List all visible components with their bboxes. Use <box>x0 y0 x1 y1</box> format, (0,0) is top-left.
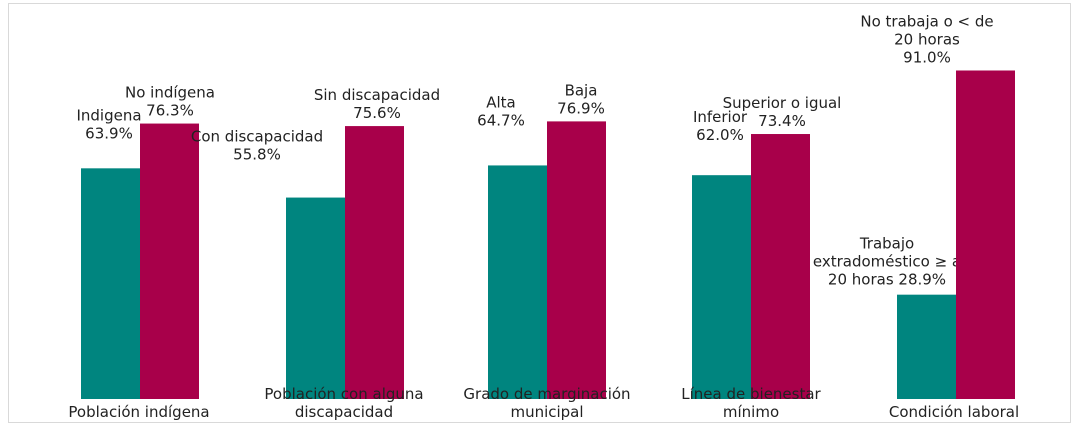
category-label-line: Grado de marginación <box>463 385 630 403</box>
data-label-2-2: Sin discapacidad 75.6% <box>314 86 440 122</box>
data-label-line: 55.8% <box>233 146 281 164</box>
data-label-line: 75.6% <box>353 104 401 122</box>
data-label-line: 20 horas <box>894 30 960 48</box>
bar-chart: Indigena 63.9%No indígena 76.3%Con discapa… <box>68 12 1019 421</box>
data-label-line: 64.7% <box>477 111 525 129</box>
data-label-3-2: Baja 76.9% <box>557 81 605 117</box>
chart-frame: Indigena 63.9% No indígena 76.3% Con discapa… <box>8 3 1071 423</box>
bar-5-1 <box>897 294 956 399</box>
data-label-line: 91.0% <box>903 48 951 66</box>
category-label-1: Población indígena <box>68 403 209 421</box>
category-label-line: municipal <box>510 403 583 421</box>
data-label-5-2: No trabaja o < de 20 horas 91.0% <box>860 12 993 66</box>
data-label-line: Sin discapacidad <box>314 86 440 104</box>
bar-4-2 <box>751 134 810 399</box>
bar-5-2 <box>956 70 1015 400</box>
category-label-line: Condición laboral <box>889 403 1019 421</box>
data-label-line: 63.9% <box>85 124 133 142</box>
data-label-2-1: Con discapacidad 55.8% <box>191 128 323 164</box>
category-label-line: mínimo <box>723 403 779 421</box>
category-label-3: Grado de marginación municipal <box>463 385 630 421</box>
data-label-line: Trabajo <box>859 235 914 253</box>
data-label-line: Con discapacidad <box>191 128 323 146</box>
data-label-line: 76.9% <box>557 99 605 117</box>
bar-3-1 <box>488 165 547 399</box>
category-label-5: Condición laboral <box>889 403 1019 421</box>
category-label-4: Línea de bienestar mínimo <box>681 385 821 421</box>
data-label-line: Superior o igual <box>723 94 842 112</box>
data-label-1-1: Indigena 63.9% <box>76 106 141 142</box>
bar-2-2 <box>345 126 404 400</box>
data-label-5-1: Trabajo extradoméstico ≥ a 20 horas 28.9% <box>813 235 961 289</box>
category-label-line: Población con alguna <box>264 385 423 403</box>
data-label-line: Alta <box>486 93 516 111</box>
bar-4-1 <box>692 175 751 399</box>
data-label-line: Baja <box>565 81 598 99</box>
data-label-line: 76.3% <box>146 102 194 120</box>
bar-1-1 <box>81 168 140 399</box>
data-label-line: extradoméstico ≥ a <box>813 253 961 271</box>
data-label-line: 73.4% <box>758 112 806 130</box>
bar-2-1 <box>286 197 345 399</box>
data-label-line: No indígena <box>125 84 215 102</box>
data-label-1-2: No indígena 76.3% <box>125 84 215 120</box>
data-label-3-1: Alta 64.7% <box>477 93 525 129</box>
category-label-line: Población indígena <box>68 403 209 421</box>
category-label-2: Población con alguna discapacidad <box>264 385 423 421</box>
data-label-line: Indigena <box>76 106 141 124</box>
data-label-line: 62.0% <box>696 126 744 144</box>
data-label-line: No trabaja o < de <box>860 12 993 30</box>
data-label-line: Inferior <box>693 108 748 126</box>
data-label-4-1: Inferior 62.0% <box>693 108 748 144</box>
bar-1-2 <box>140 123 199 399</box>
data-label-4-2: Superior o igual 73.4% <box>723 94 842 130</box>
category-label-line: Línea de bienestar <box>681 385 821 403</box>
category-label-line: discapacidad <box>295 403 393 421</box>
bar-3-2 <box>547 121 606 400</box>
data-label-line: 20 horas 28.9% <box>828 271 946 289</box>
